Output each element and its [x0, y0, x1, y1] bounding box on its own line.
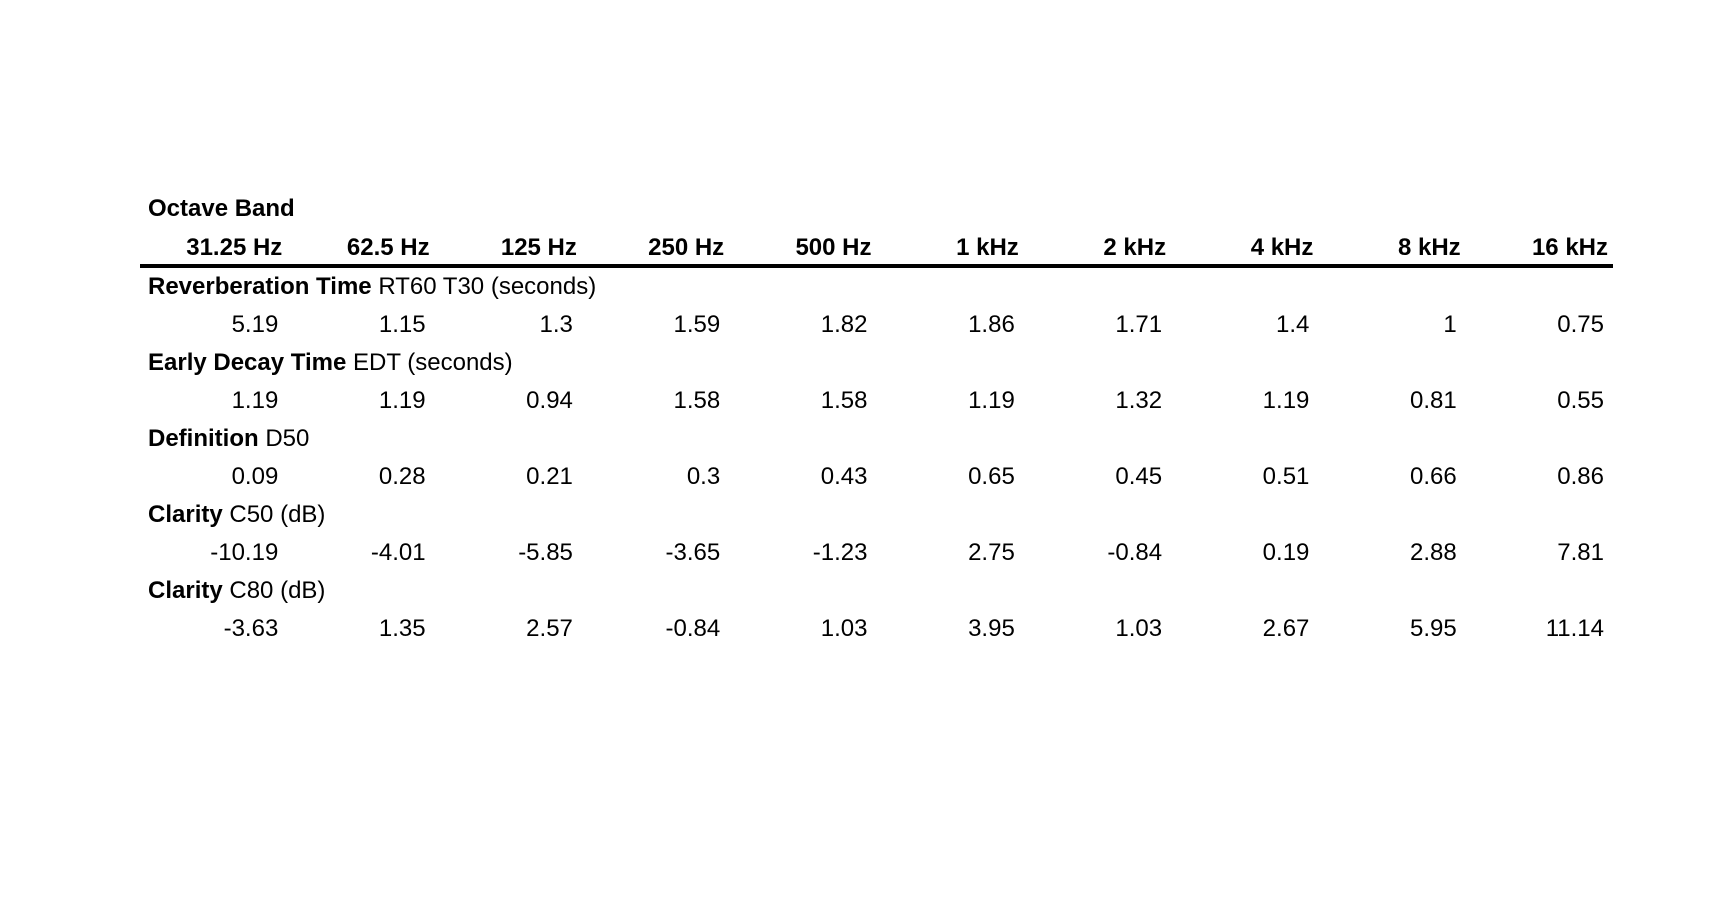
value-cell: 0.86 [1557, 463, 1604, 490]
column-header-6: 2 kHz [1103, 234, 1167, 261]
metric-values-row: -10.19 -4.01 -5.85 -3.65 -1.23 2.75 -0.84 0.19 2… [140, 534, 1613, 572]
metric-name: Clarity [148, 577, 223, 604]
value-cell: 1.4 [1276, 311, 1310, 338]
value-cell: 0.75 [1557, 311, 1604, 338]
value-cell: 2.75 [968, 539, 1015, 566]
value-cell: 1.58 [673, 387, 721, 414]
value-cell: 1.32 [1115, 387, 1163, 414]
value-cell: 1.58 [820, 387, 868, 414]
value-cell: 7.81 [1557, 539, 1604, 566]
column-header-row: 31.25 Hz 62.5 Hz 125 Hz 250 Hz 500 Hz 1 kHz 2 … [140, 228, 1613, 268]
value-cell: 1.03 [820, 615, 868, 642]
metric-values-row: 1.19 1.19 0.94 1.58 1.58 1.19 1.32 1.19 0.81 0.55 [140, 382, 1613, 420]
value-cell: 0.45 [1115, 463, 1163, 490]
octave-band-table: Octave Band 31.25 Hz 62.5 Hz 125 Hz 250 Hz 5… [140, 190, 1613, 648]
table-corner-label: Octave Band [148, 195, 295, 222]
value-cell: 11.14 [1545, 615, 1604, 642]
metric-detail: C50 (dB) [229, 501, 326, 528]
value-cell: 1.59 [673, 311, 721, 338]
value-cell: 2.88 [1409, 539, 1457, 566]
column-header-1: 62.5 Hz [346, 234, 430, 261]
value-cell: 1.19 [968, 387, 1015, 414]
metric-label-row: Early Decay Time EDT (seconds) [140, 344, 1613, 382]
metric-label-row: Clarity C50 (dB) [140, 496, 1613, 534]
column-header-3: 250 Hz [648, 234, 725, 261]
metric-detail: C80 (dB) [229, 577, 326, 604]
value-cell: 1 [1443, 311, 1457, 338]
metric-label-row: Clarity C80 (dB) [140, 572, 1613, 610]
column-header-0: 31.25 Hz [186, 234, 283, 261]
column-header-5: 1 kHz [956, 234, 1019, 261]
value-cell: 1.82 [820, 311, 868, 338]
column-header-2: 125 Hz [500, 234, 577, 261]
table-body: Reverberation Time RT60 T30 (seconds) 5.1… [140, 268, 1613, 648]
column-header-9: 16 kHz [1531, 234, 1608, 261]
column-header-4: 500 Hz [795, 234, 872, 261]
value-cell: 2.57 [526, 615, 573, 642]
value-cell: 0.43 [820, 463, 868, 490]
value-cell: -10.19 [210, 539, 279, 566]
value-cell: 1.03 [1115, 615, 1163, 642]
value-cell: 0.81 [1409, 387, 1457, 414]
value-cell: 3.95 [968, 615, 1015, 642]
value-cell: 1.15 [378, 311, 426, 338]
value-cell: -3.63 [223, 615, 279, 642]
metric-name: Definition [148, 425, 259, 452]
value-cell: 1.19 [378, 387, 426, 414]
value-cell: 1.19 [231, 387, 279, 414]
value-cell: 0.51 [1262, 463, 1310, 490]
metric-name: Reverberation Time [148, 273, 372, 300]
metric-values-row: 5.19 1.15 1.3 1.59 1.82 1.86 1.71 1.4 1 0.75 [140, 306, 1613, 344]
value-cell: -0.84 [665, 615, 721, 642]
value-cell: -0.84 [1107, 539, 1163, 566]
value-cell: 0.09 [231, 463, 279, 490]
value-cell: -3.65 [665, 539, 721, 566]
value-cell: 0.21 [526, 463, 573, 490]
value-cell: 1.71 [1115, 311, 1163, 338]
value-cell: 5.95 [1409, 615, 1457, 642]
metric-name: Clarity [148, 501, 223, 528]
metric-label-row: Reverberation Time RT60 T30 (seconds) [140, 268, 1613, 306]
value-cell: 1.86 [968, 311, 1015, 338]
value-cell: -5.85 [518, 539, 573, 566]
value-cell: 1.3 [539, 311, 573, 338]
value-cell: 0.19 [1262, 539, 1310, 566]
value-cell: -4.01 [370, 539, 426, 566]
value-cell: 0.65 [968, 463, 1015, 490]
value-cell: 2.67 [1262, 615, 1310, 642]
value-cell: 1.19 [1262, 387, 1310, 414]
metric-label-row: Definition D50 [140, 420, 1613, 458]
value-cell: 0.66 [1409, 463, 1457, 490]
metric-values-row: 0.09 0.28 0.21 0.3 0.43 0.65 0.45 0.51 0.66 0.86 [140, 458, 1613, 496]
column-header-8: 8 kHz [1397, 234, 1461, 261]
metric-values-row: -3.63 1.35 2.57 -0.84 1.03 3.95 1.03 2.67 5.95 11… [140, 610, 1613, 648]
metric-detail: RT60 T30 (seconds) [378, 273, 597, 300]
metric-detail: D50 [265, 425, 310, 452]
value-cell: 0.3 [686, 463, 721, 490]
value-cell: 5.19 [231, 311, 279, 338]
value-cell: 1.35 [378, 615, 426, 642]
value-cell: -1.23 [812, 539, 868, 566]
value-cell: 0.55 [1557, 387, 1604, 414]
column-header-7: 4 kHz [1250, 234, 1314, 261]
value-cell: 0.28 [378, 463, 426, 490]
metric-detail: EDT (seconds) [353, 349, 513, 376]
value-cell: 0.94 [526, 387, 573, 414]
metric-name: Early Decay Time [148, 349, 347, 376]
